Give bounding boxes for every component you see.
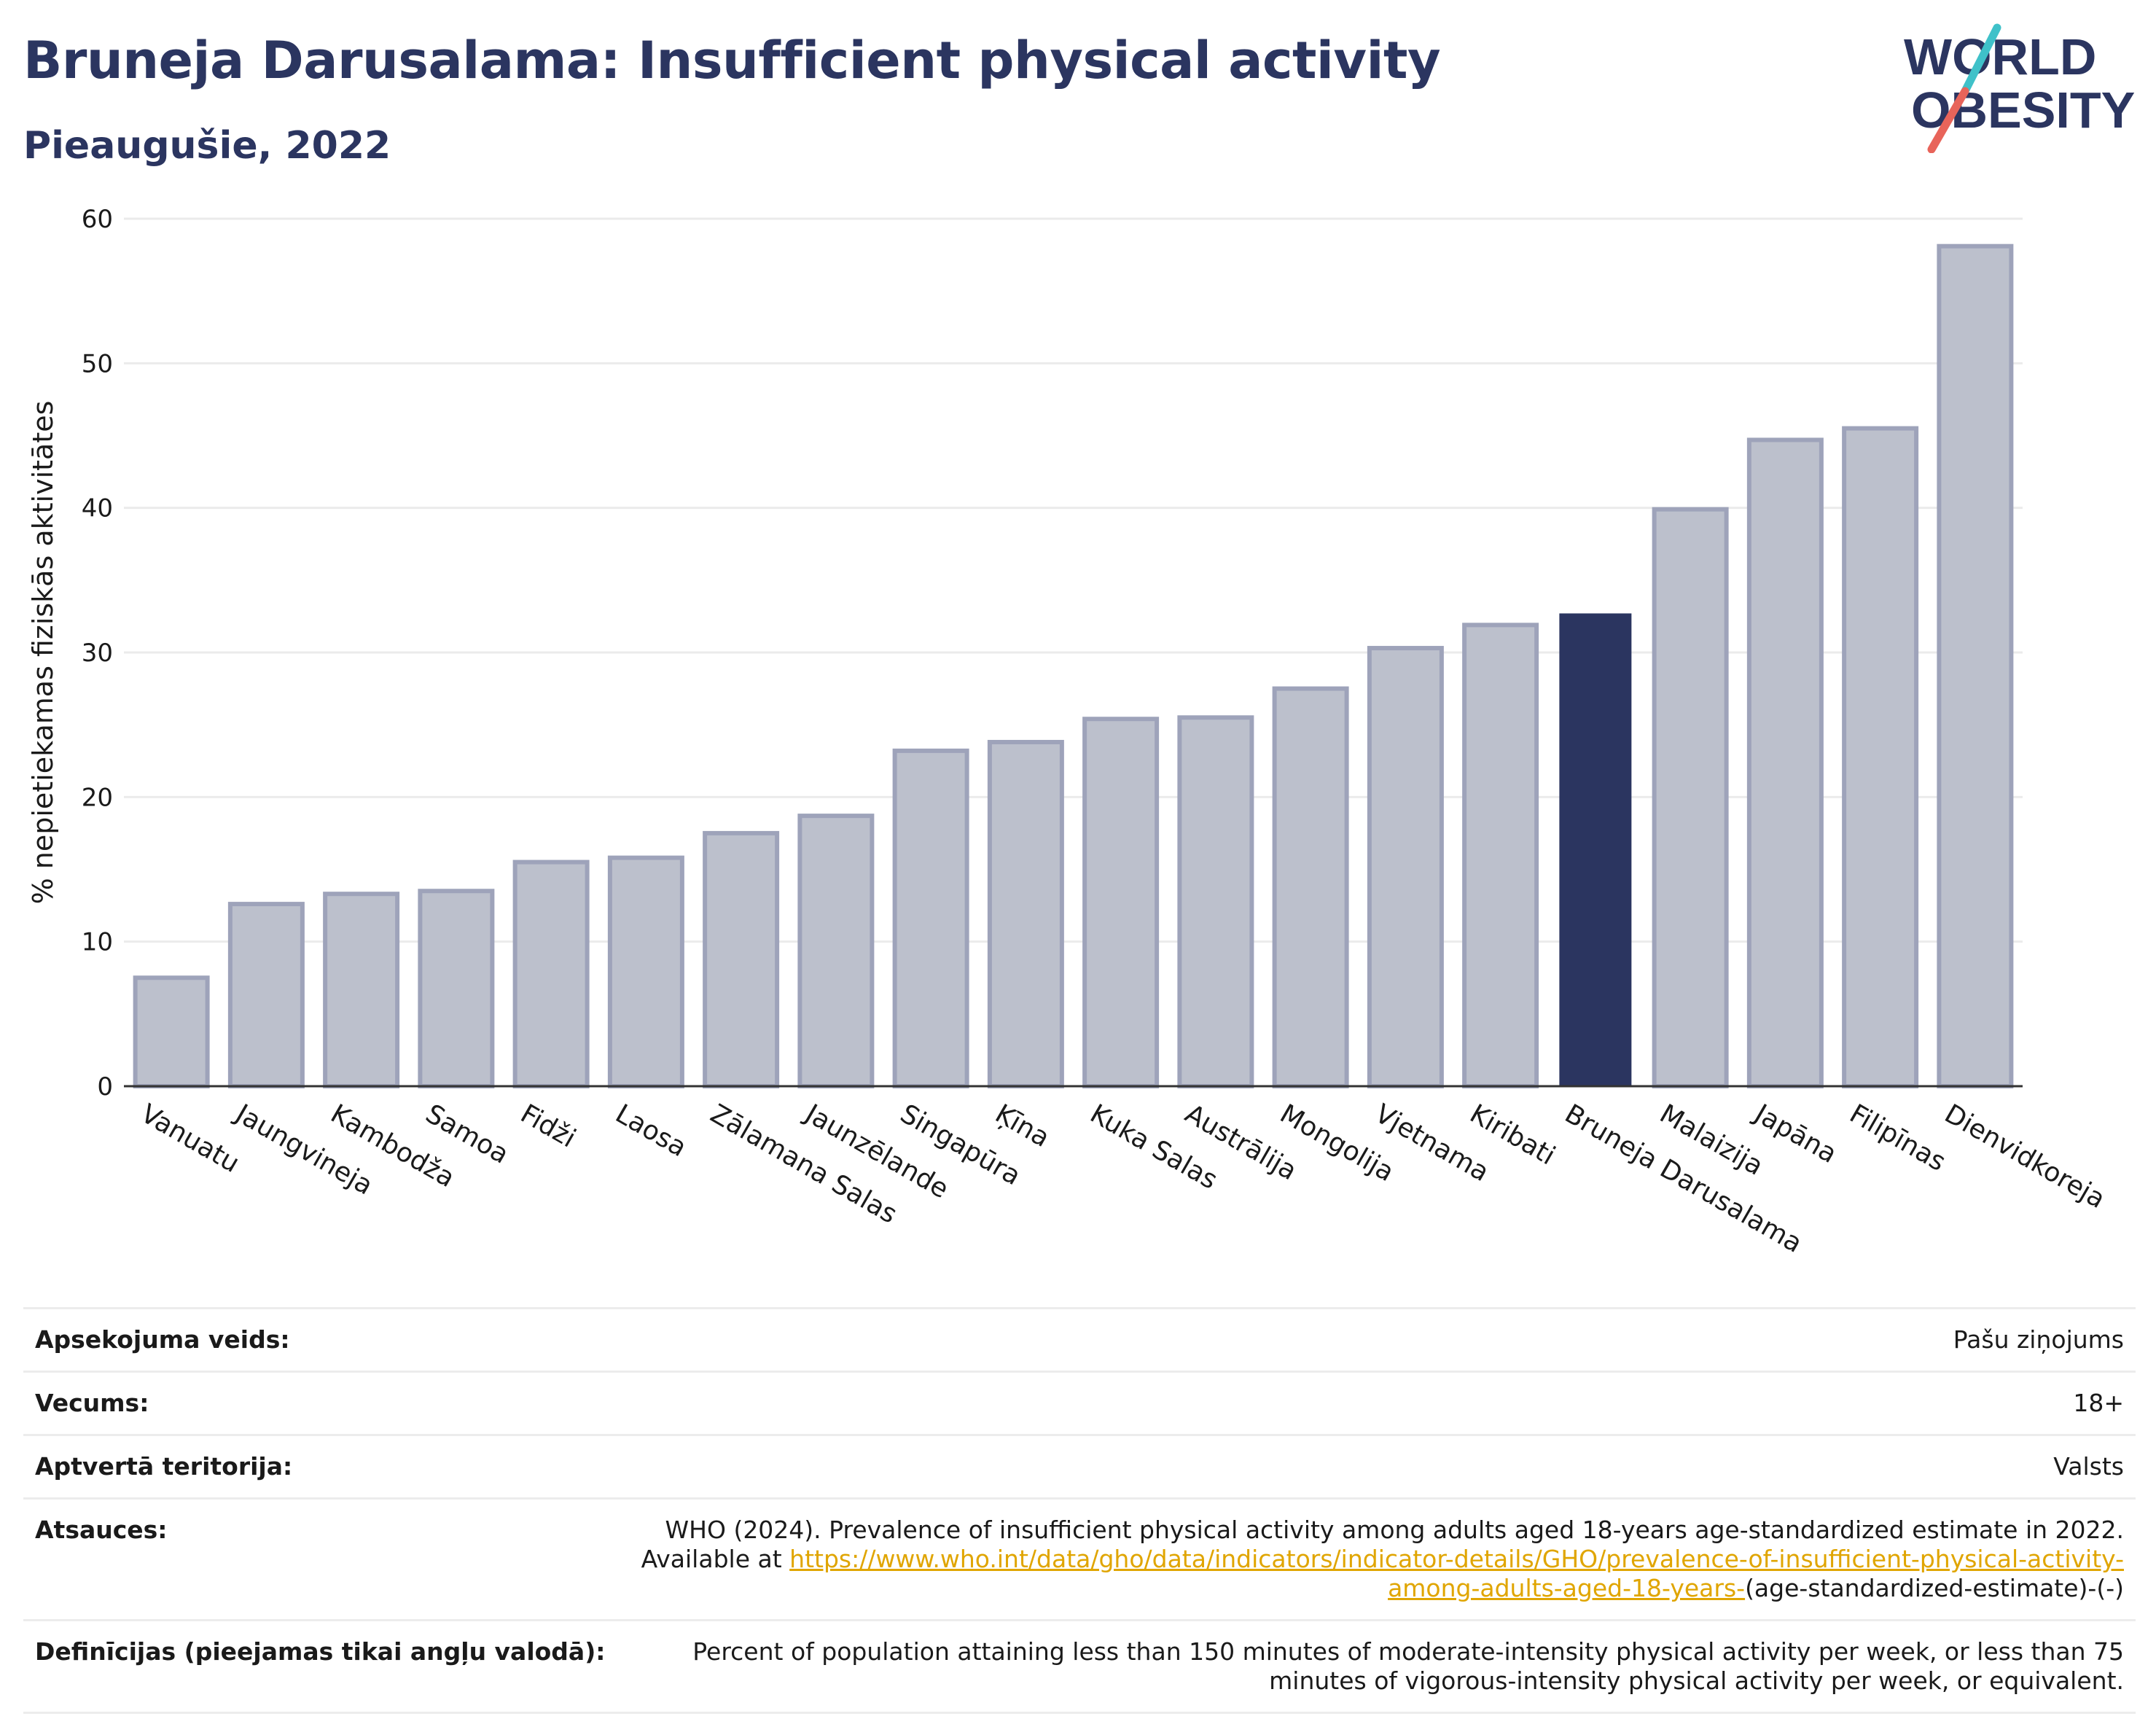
meta-value: WHO (2024). Prevalence of insufficient p…: [617, 1497, 2136, 1621]
bar-chart: 0 10 20 30 40 50 60 % nepietiekamas fiziskās ak…: [27, 205, 2110, 1259]
y-tick-label: 20: [82, 783, 113, 812]
meta-row-references: Atsauces: WHO (2024). Prevalence of insu…: [23, 1497, 2136, 1621]
y-tick-label: 60: [82, 205, 113, 234]
y-tick-label: 30: [82, 639, 113, 668]
bar: [703, 830, 780, 1088]
bar: [133, 975, 210, 1088]
y-tick-label: 50: [82, 349, 113, 378]
x-tick-label: Filipīnas: [1845, 1099, 1951, 1177]
bar: [1272, 686, 1349, 1088]
meta-row-coverage: Aptvertā teritorija: Valsts: [23, 1434, 2136, 1499]
meta-value: Pašu ziņojums: [617, 1307, 2136, 1372]
reference-link[interactable]: https://www.who.int/data/gho/data/indica…: [789, 1545, 2124, 1602]
meta-row-survey-type: Apsekojuma veids: Pašu ziņojums: [23, 1307, 2136, 1372]
bar-highlight: [1559, 613, 1632, 1086]
meta-key: Aptvertā teritorija:: [23, 1434, 617, 1499]
bar: [1082, 717, 1160, 1088]
y-tick-label: 10: [82, 928, 113, 957]
bar: [1937, 243, 2014, 1088]
bar: [418, 889, 495, 1088]
bar: [323, 892, 400, 1088]
bar: [512, 859, 590, 1089]
chart-subtitle: Pieaugušie, 2022: [23, 124, 391, 168]
meta-key: Atsauces:: [23, 1497, 617, 1621]
reference-suffix: (age-standardized-estimate)-(-): [1745, 1574, 2124, 1602]
x-tick-label: Vanuatu: [136, 1099, 244, 1179]
y-tick-label: 40: [82, 494, 113, 523]
chart-title: Bruneja Darusalama: Insufficient physica…: [23, 31, 1441, 90]
logo-text-obesity: OBESITY: [1911, 82, 2135, 139]
bar: [987, 739, 1064, 1088]
reference-text: WHO (2024). Prevalence of insufficient p…: [641, 1516, 2124, 1573]
logo-text-world: WORLD: [1904, 28, 2096, 85]
bar: [1842, 426, 1919, 1088]
logo-slash-coral: [1927, 87, 1969, 153]
bar: [1462, 623, 1539, 1088]
bar: [1367, 646, 1444, 1088]
meta-value: 18+: [617, 1371, 2136, 1435]
meta-value: Percent of population attaining less tha…: [617, 1619, 2136, 1714]
logo-slash-teal: [1961, 23, 2001, 95]
bar: [1652, 507, 1729, 1088]
meta-row-definitions: Definīcijas (pieejamas tikai angļu valod…: [23, 1619, 2136, 1714]
bar: [892, 748, 969, 1089]
metadata-table: Apsekojuma veids: Pašu ziņojums Vecums: …: [23, 1307, 2136, 1714]
meta-value: Valsts: [617, 1434, 2136, 1499]
meta-key: Vecums:: [23, 1371, 617, 1435]
bar: [1746, 437, 1824, 1088]
x-tick-label: Fidži: [515, 1099, 581, 1153]
bar: [1177, 715, 1254, 1088]
x-tick-label: Ķīna: [990, 1099, 1054, 1153]
meta-row-age: Vecums: 18+: [23, 1371, 2136, 1435]
world-obesity-logo: WORLD OBESITY: [1904, 23, 2135, 153]
meta-key: Apsekojuma veids:: [23, 1307, 617, 1372]
y-axis-label: % nepietiekamas fiziskās aktivitātes: [27, 401, 59, 905]
y-tick-label: 0: [97, 1072, 113, 1102]
bar: [607, 855, 684, 1088]
meta-key: Definīcijas (pieejamas tikai angļu valod…: [23, 1619, 617, 1714]
x-tick-label: Dienvidkoreja: [1940, 1099, 2110, 1214]
bar: [227, 902, 305, 1088]
bar: [797, 814, 875, 1089]
x-tick-label: Laosa: [610, 1099, 691, 1163]
